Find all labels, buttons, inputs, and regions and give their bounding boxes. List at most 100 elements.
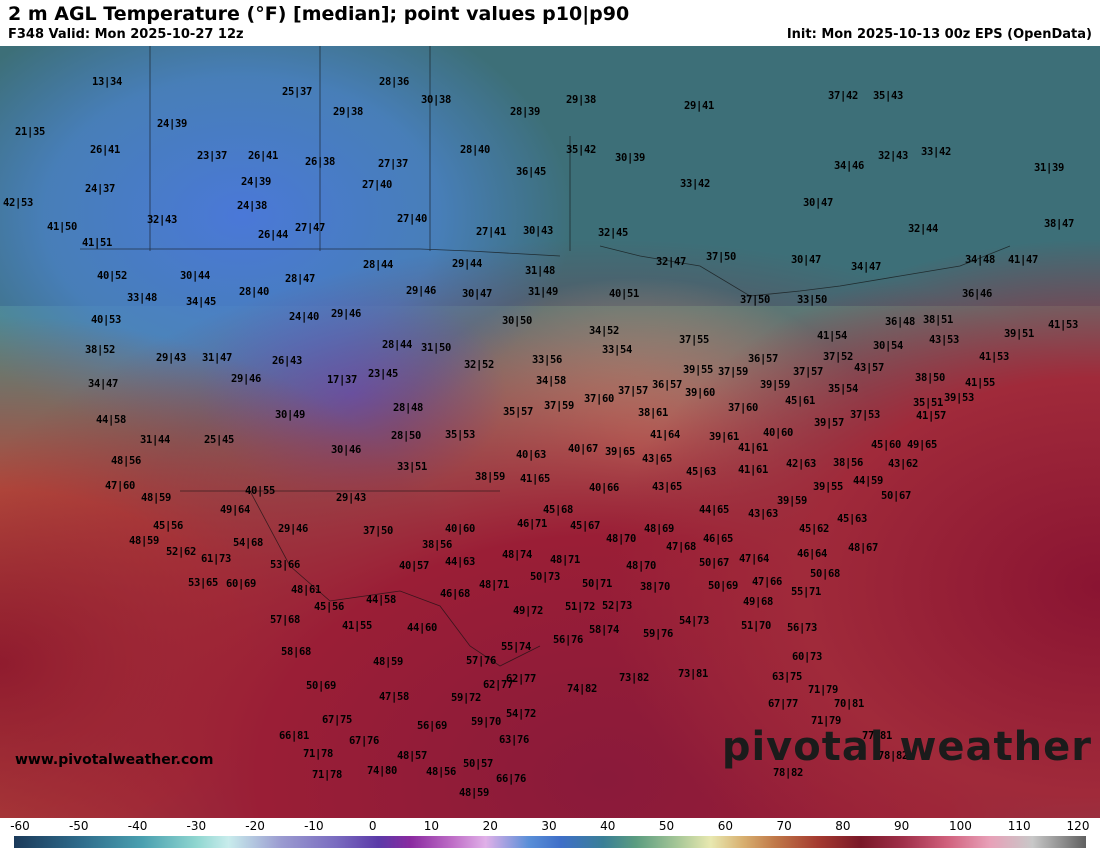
colorbar-tick-label: 120 (1066, 819, 1090, 833)
point-value: 39|61 (708, 431, 740, 443)
point-value: 30|46 (330, 444, 362, 456)
point-value: 40|67 (567, 443, 599, 455)
point-value: 31|47 (201, 352, 233, 364)
website-url[interactable]: www.pivotalweather.com (15, 752, 214, 768)
colorbar-tick-label: 80 (835, 819, 851, 833)
point-value: 41|53 (978, 351, 1010, 363)
point-value: 31|44 (139, 434, 171, 446)
point-value: 48|61 (290, 584, 322, 596)
point-value: 43|57 (853, 362, 885, 374)
point-value: 44|63 (444, 556, 476, 568)
point-value: 43|63 (747, 508, 779, 520)
point-value: 38|61 (637, 407, 669, 419)
point-value: 31|39 (1033, 162, 1065, 174)
colorbar-gradient (14, 836, 1086, 848)
point-value: 50|69 (707, 580, 739, 592)
point-value: 30|54 (872, 340, 904, 352)
point-value: 28|50 (390, 430, 422, 442)
point-value: 23|45 (367, 368, 399, 380)
point-value: 73|82 (618, 672, 650, 684)
point-value: 39|65 (604, 446, 636, 458)
point-value: 29|46 (405, 285, 437, 297)
point-value: 39|57 (813, 417, 845, 429)
point-value: 38|52 (84, 344, 116, 356)
point-value: 45|63 (836, 513, 868, 525)
point-value: 28|40 (459, 144, 491, 156)
map-title: 2 m AGL Temperature (°F) [median]; point… (8, 3, 630, 25)
colorbar: -60 -50 -40 -30 -20 -10 0 10 20 30 40 50 60 70 80 90 100… (0, 818, 1100, 850)
point-value: 13|34 (91, 76, 123, 88)
header: 2 m AGL Temperature (°F) [median]; point… (0, 0, 1100, 46)
point-value: 50|57 (462, 758, 494, 770)
point-value: 42|53 (2, 197, 34, 209)
colorbar-tick-label: 100 (948, 819, 972, 833)
point-value: 26|41 (247, 150, 279, 162)
point-value: 34|45 (185, 296, 217, 308)
brand-logo: pivotal weather (721, 724, 1092, 770)
point-value: 24|40 (288, 311, 320, 323)
point-value: 70|81 (833, 698, 865, 710)
point-value: 28|47 (284, 273, 316, 285)
point-value: 71|78 (302, 748, 334, 760)
point-value: 56|69 (416, 720, 448, 732)
colorbar-tick-label: 70 (776, 819, 792, 833)
point-value: 41|61 (737, 442, 769, 454)
point-value: 36|45 (515, 166, 547, 178)
point-value: 24|37 (84, 183, 116, 195)
point-value: 30|47 (802, 197, 834, 209)
point-value: 36|57 (651, 379, 683, 391)
point-value: 31|50 (420, 342, 452, 354)
point-value: 36|46 (961, 288, 993, 300)
point-value: 39|59 (776, 495, 808, 507)
point-value: 41|57 (915, 410, 947, 422)
point-value: 48|69 (643, 523, 675, 535)
point-value: 34|52 (588, 325, 620, 337)
point-value: 45|68 (542, 504, 574, 516)
point-value: 63|76 (498, 734, 530, 746)
point-value: 47|64 (738, 553, 770, 565)
point-value: 51|70 (740, 620, 772, 632)
point-value: 43|62 (887, 458, 919, 470)
colorbar-tick-label: -30 (186, 819, 207, 833)
point-value: 48|70 (605, 533, 637, 545)
point-value: 56|73 (786, 622, 818, 634)
point-value: 36|48 (884, 316, 916, 328)
point-value: 54|72 (505, 708, 537, 720)
point-value: 47|60 (104, 480, 136, 492)
point-value: 37|60 (583, 393, 615, 405)
point-value: 37|42 (827, 90, 859, 102)
colorbar-tick-label: -20 (245, 819, 265, 833)
point-value: 78|82 (772, 767, 804, 779)
point-value: 57|68 (269, 614, 301, 626)
point-value: 45|56 (152, 520, 184, 532)
temperature-field (0, 46, 1100, 818)
point-value: 32|52 (463, 359, 495, 371)
point-value: 44|58 (365, 594, 397, 606)
point-value: 71|79 (810, 715, 842, 727)
point-value: 55|74 (500, 641, 532, 653)
point-value: 40|51 (608, 288, 640, 300)
point-value: 67|75 (321, 714, 353, 726)
point-value: 29|46 (330, 308, 362, 320)
point-value: 29|43 (335, 492, 367, 504)
point-value: 50|67 (880, 490, 912, 502)
point-value: 66|76 (495, 773, 527, 785)
point-value: 32|45 (597, 227, 629, 239)
point-value: 33|42 (920, 146, 952, 158)
point-value: 35|54 (827, 383, 859, 395)
point-value: 63|75 (771, 671, 803, 683)
point-value: 41|54 (816, 330, 848, 342)
point-value: 38|70 (639, 581, 671, 593)
point-value: 25|37 (281, 86, 313, 98)
point-value: 45|62 (798, 523, 830, 535)
point-value: 67|76 (348, 735, 380, 747)
point-value: 36|57 (747, 353, 779, 365)
point-value: 41|50 (46, 221, 78, 233)
colorbar-tick-label: 40 (600, 819, 616, 833)
point-value: 48|56 (110, 455, 142, 467)
point-value: 30|38 (420, 94, 452, 106)
point-value: 27|37 (377, 158, 409, 170)
point-value: 33|54 (601, 344, 633, 356)
point-value: 30|49 (274, 409, 306, 421)
colorbar-tick-label: -40 (127, 819, 148, 833)
